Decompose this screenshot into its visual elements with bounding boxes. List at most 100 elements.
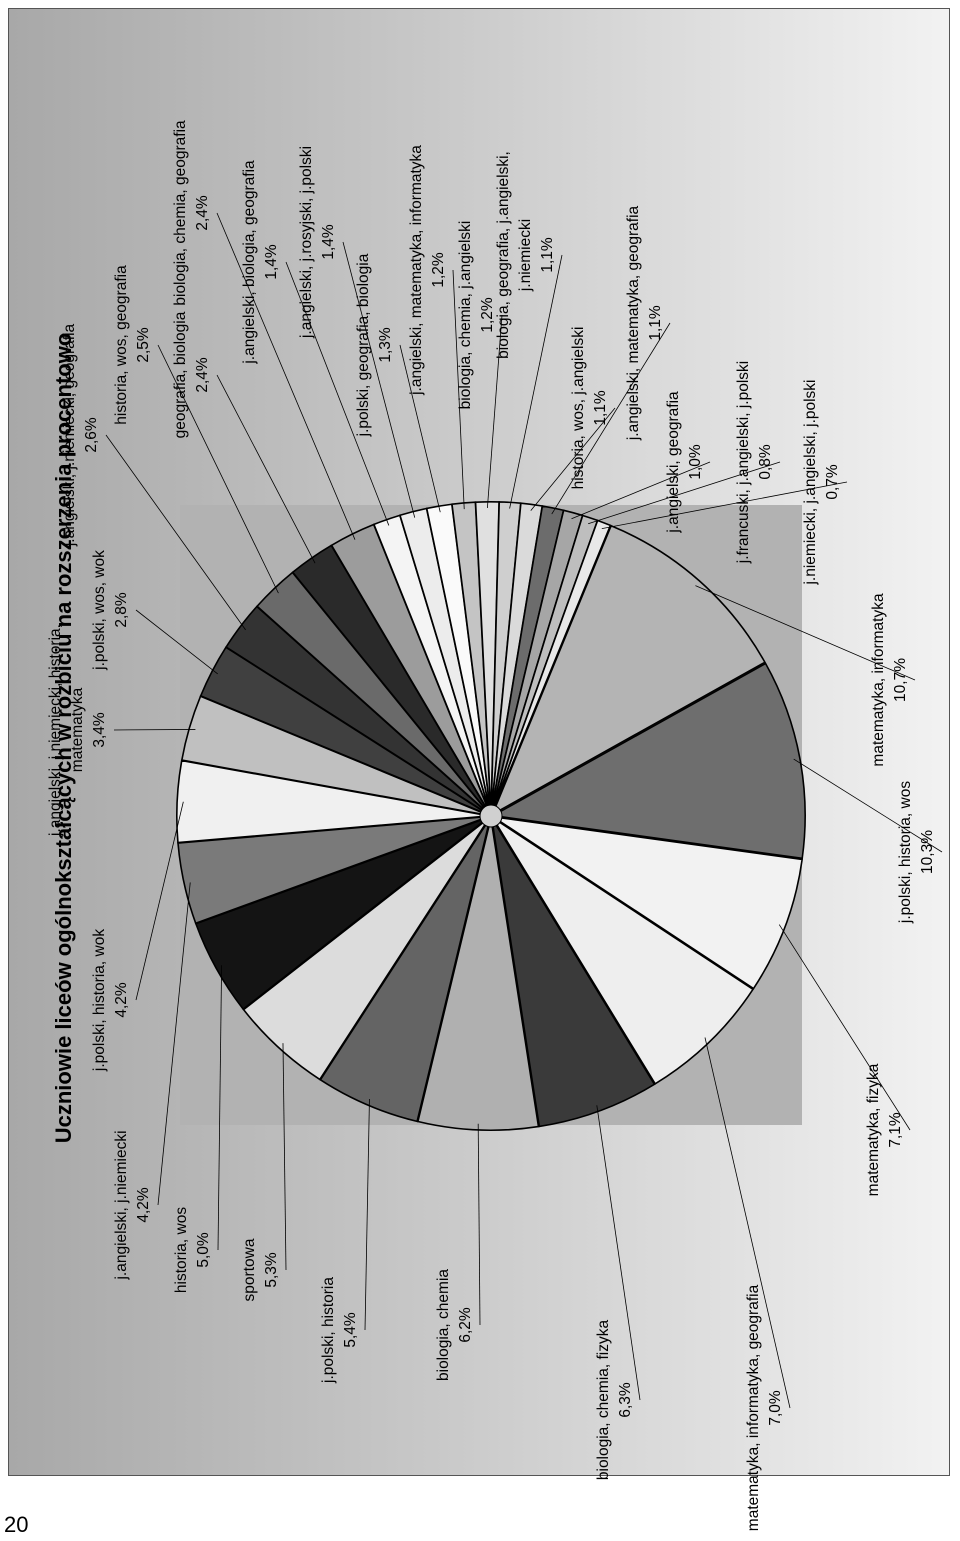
slice-label: biologia, geografia, j.angielski, j.niemi…	[495, 151, 556, 359]
leader-line	[113, 729, 196, 731]
leader-line	[216, 212, 356, 540]
slice-label: j.angielski, j.rosyjski, j.polski 1,4%	[298, 146, 337, 339]
leader-line	[551, 322, 671, 515]
slice-label: j.angielski, biologia, geografia 1,4%	[241, 160, 280, 365]
slice-percent: 4,2%	[135, 1187, 152, 1223]
slice-percent: 1,4%	[320, 224, 337, 260]
leader-line	[105, 434, 246, 631]
slice-name: j.angielski, j.niemiecki, historia,	[47, 624, 64, 837]
slice-percent: 0,7%	[824, 464, 841, 500]
slice-percent: 7,1%	[887, 1112, 904, 1148]
slice-name: historia, wos, j.angielski	[570, 327, 587, 490]
pie-slice	[490, 524, 766, 817]
slice-label: j.angielski, j.niemiecki, geografia 2,6%	[61, 323, 100, 547]
slice-percent: 1,1%	[539, 237, 556, 273]
slice-name: j.angielski, geografia	[665, 391, 682, 534]
pie-slice	[492, 815, 804, 990]
chart-title: Uczniowie liceów ogólnokształcących w ro…	[51, 333, 76, 1144]
slice-name: j.francuski, j.angielski, j.polski	[735, 361, 752, 564]
slice-name: biologia, chemia, fizyka	[595, 1320, 612, 1481]
slice-name: j.polski, wos, wok	[91, 550, 108, 671]
leader-line	[695, 585, 916, 681]
slice-label: j.angielski, geografia 1,0%	[665, 391, 704, 534]
leader-line	[530, 407, 616, 511]
slice-name: j.polski, historia	[320, 1277, 337, 1384]
slice-percent: 1,1%	[592, 390, 609, 426]
slice-label: j.angielski, matematyka, geografia 1,1%	[625, 205, 664, 441]
slice-name: matematyka, informatyka	[870, 593, 887, 767]
slice-label: biologia, chemia 6,2%	[435, 1269, 474, 1381]
slice-name: matematyka, informatyka, geografia	[745, 1284, 762, 1531]
slice-name: biologia, chemia, geografia	[172, 120, 189, 306]
slice-percent: 1,4%	[263, 244, 280, 280]
leader-line	[588, 461, 781, 525]
leader-line	[342, 241, 416, 518]
slice-label: j.polski, historia 5,4%	[320, 1277, 359, 1384]
slice-label: j.polski, wos, wok 2,8%	[91, 550, 130, 671]
slice-label: historia, wos 5,0%	[173, 1207, 212, 1293]
slice-name: j.polski, historia, wos	[897, 781, 914, 924]
slice-percent: 2,4%	[194, 357, 211, 393]
slice-label: j.angielski, j.niemiecki 4,2%	[113, 1130, 152, 1280]
pie-slices	[176, 501, 806, 1131]
slice-percent: 2,5%	[135, 327, 152, 363]
leader-line	[571, 461, 711, 520]
leader-line	[135, 801, 184, 1001]
slice-percent: 1,0%	[687, 444, 704, 480]
slice-percent: 2,4%	[194, 195, 211, 231]
slice-name: j.niemiecki, j.angielski, j.polski	[802, 379, 819, 585]
page-number: 20	[4, 1512, 29, 1537]
leader-line	[596, 1105, 641, 1401]
slice-name: sportowa	[241, 1238, 258, 1301]
slice-name: j.angielski, j.rosyjski, j.polski	[298, 146, 315, 339]
slice-name: j.polski, historia, wok	[91, 929, 108, 1072]
slice-percent: 10,7%	[892, 658, 909, 702]
slice-label: biologia, chemia, j.angielski 1,2%	[457, 221, 496, 410]
slice-label: j.polski, geografia, biologia 1,3%	[355, 253, 394, 437]
slice-name: matematyka, fizyka	[865, 1063, 882, 1196]
slice-name: j.niemiecki	[517, 219, 534, 292]
slice-name: j.angielski, j.niemiecki	[113, 1130, 130, 1280]
slice-label: j.niemiecki, j.angielski, j.polski 0,7%	[802, 379, 841, 585]
leader-line	[704, 1037, 791, 1409]
slice-label: historia, wos, j.angielski 1,1%	[570, 327, 609, 490]
leader-line	[282, 1043, 287, 1271]
slice-name: historia, wos	[173, 1207, 190, 1293]
slice-label: biologia, chemia, geografia 2,4%	[172, 120, 211, 306]
slice-label: j.polski, historia, wos 10,3%	[897, 781, 936, 924]
slice-percent: 1,3%	[377, 327, 394, 363]
leader-line	[793, 758, 943, 853]
leader-line	[135, 609, 218, 675]
slice-percent: 7,0%	[767, 1390, 784, 1426]
leader-line	[364, 1098, 370, 1331]
slice-label: j.angielski, matematyka, informatyka 1,2%	[408, 145, 447, 396]
slice-percent: 1,2%	[479, 297, 496, 333]
slice-percent: 5,0%	[195, 1232, 212, 1268]
slice-percent: 5,4%	[342, 1312, 359, 1348]
slice-percent: 1,2%	[430, 252, 447, 288]
leader-line	[216, 374, 316, 564]
leader-line	[477, 1123, 481, 1326]
pie-hub	[479, 804, 503, 828]
slice-percent: 10,3%	[919, 830, 936, 874]
slice-label: geografia, biologia 2,4%	[172, 311, 211, 438]
leader-line	[399, 344, 441, 513]
slice-labels: matematyka, informatyka 10,7% j.polski, hi…	[47, 120, 936, 1531]
slice-percent: 3,4%	[91, 712, 108, 748]
slice-percent: 6,2%	[457, 1307, 474, 1343]
slice-label: historia, wos, geografia 2,5%	[113, 265, 152, 425]
slice-label: matematyka, informatyka, geografia 7,0%	[745, 1284, 784, 1531]
pie-slice	[490, 662, 806, 860]
slice-percent: 2,6%	[83, 417, 100, 453]
leader-line	[157, 344, 279, 594]
slice-name: j.angielski, matematyka, geografia	[625, 205, 642, 441]
slice-label: j.angielski, j.niemiecki, historia, matem…	[47, 624, 108, 837]
slice-percent: 5,3%	[263, 1252, 280, 1288]
slice-name: matematyka	[69, 687, 86, 772]
slice-percent: 4,2%	[113, 982, 130, 1018]
slice-percent: 2,8%	[113, 592, 130, 628]
leader-line	[157, 882, 191, 1206]
pie-slice	[242, 816, 491, 1081]
slice-percent: 6,3%	[617, 1382, 634, 1418]
